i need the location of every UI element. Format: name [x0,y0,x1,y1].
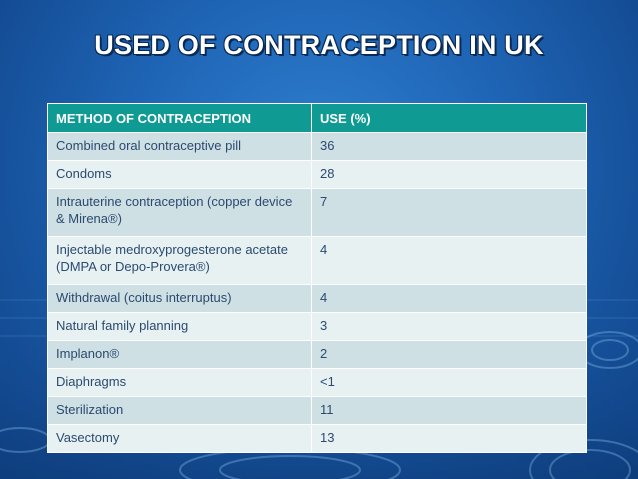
method-cell: Withdrawal (coitus interruptus) [47,284,312,313]
table-row: Sterilization 11 [47,396,587,425]
use-cell: 4 [311,236,587,285]
table-row: Combined oral contraceptive pill 36 [47,132,587,161]
use-cell: 13 [311,424,587,453]
method-cell: Injectable medroxyprogesterone acetate (… [47,236,312,285]
table-row: Injectable medroxyprogesterone acetate (… [47,236,587,285]
use-cell: 11 [311,396,587,425]
method-cell: Intrauterine contraception (copper devic… [47,188,312,237]
use-cell: 36 [311,132,587,161]
table-row: Implanon® 2 [47,340,587,369]
method-cell: Combined oral contraceptive pill [47,132,312,161]
method-cell: Vasectomy [47,424,312,453]
use-cell: 4 [311,284,587,313]
use-cell: 3 [311,312,587,341]
use-cell: 7 [311,188,587,237]
use-cell: 28 [311,160,587,189]
table-header-row: METHOD OF CONTRACEPTION USE (%) [47,103,587,133]
slide-title: USED OF CONTRACEPTION IN UK [94,30,544,60]
table-row: Withdrawal (coitus interruptus) 4 [47,284,587,313]
contraception-table: METHOD OF CONTRACEPTION USE (%) Combined… [47,103,587,453]
column-header-use: USE (%) [311,103,587,133]
table-row: Condoms 28 [47,160,587,189]
table-row: Vasectomy 13 [47,424,587,453]
method-cell: Natural family planning [47,312,312,341]
method-cell: Implanon® [47,340,312,369]
method-cell: Sterilization [47,396,312,425]
table-row: Intrauterine contraception (copper devic… [47,188,587,237]
method-cell: Diaphragms [47,368,312,397]
use-cell: 2 [311,340,587,369]
column-header-method: METHOD OF CONTRACEPTION [47,103,312,133]
use-cell: <1 [311,368,587,397]
table-row: Natural family planning 3 [47,312,587,341]
method-cell: Condoms [47,160,312,189]
table-row: Diaphragms <1 [47,368,587,397]
